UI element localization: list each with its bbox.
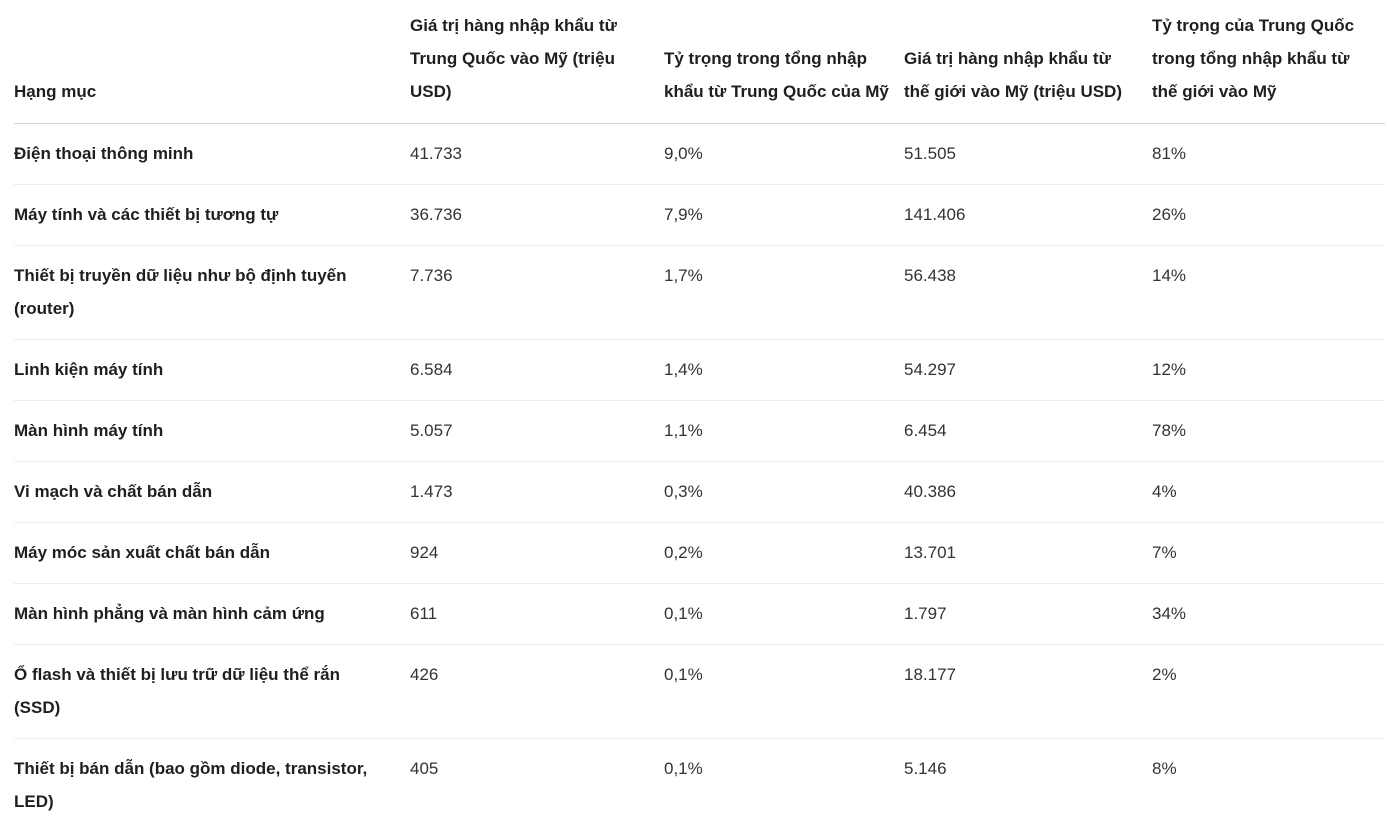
data-table-container: Hạng mục Giá trị hàng nhập khẩu từ Trung… — [14, 0, 1385, 832]
cell-china-import-share: 0,2% — [664, 523, 904, 584]
row-category: Vi mạch và chất bán dẫn — [14, 462, 410, 523]
cell-china-import-value: 6.584 — [410, 340, 664, 401]
header-china-share-of-world: Tỷ trọng của Trung Quốc trong tổng nhập … — [1152, 0, 1385, 124]
table-row: Máy tính và các thiết bị tương tự 36.736… — [14, 185, 1385, 246]
cell-china-share-of-world: 8% — [1152, 739, 1385, 832]
cell-china-share-of-world: 81% — [1152, 124, 1385, 185]
cell-world-import-value: 1.797 — [904, 584, 1152, 645]
row-category: Máy móc sản xuất chất bán dẫn — [14, 523, 410, 584]
table-row: Thiết bị bán dẫn (bao gồm diode, transis… — [14, 739, 1385, 832]
cell-china-import-value: 405 — [410, 739, 664, 832]
cell-world-import-value: 54.297 — [904, 340, 1152, 401]
header-china-import-share: Tỷ trọng trong tổng nhập khẩu từ Trung Q… — [664, 0, 904, 124]
cell-world-import-value: 40.386 — [904, 462, 1152, 523]
cell-world-import-value: 13.701 — [904, 523, 1152, 584]
cell-china-import-share: 1,1% — [664, 401, 904, 462]
cell-china-import-share: 1,7% — [664, 246, 904, 340]
row-category: Thiết bị truyền dữ liệu như bộ định tuyế… — [14, 246, 410, 340]
table-row: Màn hình máy tính 5.057 1,1% 6.454 78% — [14, 401, 1385, 462]
cell-china-share-of-world: 14% — [1152, 246, 1385, 340]
cell-china-import-share: 9,0% — [664, 124, 904, 185]
table-row: Màn hình phẳng và màn hình cảm ứng 611 0… — [14, 584, 1385, 645]
table-header: Hạng mục Giá trị hàng nhập khẩu từ Trung… — [14, 0, 1385, 124]
table-row: Ổ flash và thiết bị lưu trữ dữ liệu thể … — [14, 645, 1385, 739]
cell-china-import-value: 36.736 — [410, 185, 664, 246]
cell-china-import-value: 7.736 — [410, 246, 664, 340]
table-row: Linh kiện máy tính 6.584 1,4% 54.297 12% — [14, 340, 1385, 401]
table-row: Vi mạch và chất bán dẫn 1.473 0,3% 40.38… — [14, 462, 1385, 523]
header-china-import-value: Giá trị hàng nhập khẩu từ Trung Quốc vào… — [410, 0, 664, 124]
row-category: Màn hình máy tính — [14, 401, 410, 462]
row-category: Điện thoại thông minh — [14, 124, 410, 185]
row-category: Thiết bị bán dẫn (bao gồm diode, transis… — [14, 739, 410, 832]
cell-china-import-value: 1.473 — [410, 462, 664, 523]
cell-world-import-value: 56.438 — [904, 246, 1152, 340]
cell-world-import-value: 5.146 — [904, 739, 1152, 832]
cell-china-share-of-world: 7% — [1152, 523, 1385, 584]
cell-china-share-of-world: 2% — [1152, 645, 1385, 739]
cell-china-import-value: 426 — [410, 645, 664, 739]
header-world-import-value: Giá trị hàng nhập khẩu từ thế giới vào M… — [904, 0, 1152, 124]
table-row: Thiết bị truyền dữ liệu như bộ định tuyế… — [14, 246, 1385, 340]
cell-china-share-of-world: 78% — [1152, 401, 1385, 462]
cell-china-import-value: 41.733 — [410, 124, 664, 185]
row-category: Ổ flash và thiết bị lưu trữ dữ liệu thể … — [14, 645, 410, 739]
cell-china-import-value: 924 — [410, 523, 664, 584]
cell-world-import-value: 18.177 — [904, 645, 1152, 739]
cell-china-share-of-world: 26% — [1152, 185, 1385, 246]
cell-world-import-value: 6.454 — [904, 401, 1152, 462]
cell-china-import-share: 0,3% — [664, 462, 904, 523]
cell-china-share-of-world: 12% — [1152, 340, 1385, 401]
cell-china-import-value: 611 — [410, 584, 664, 645]
header-row: Hạng mục Giá trị hàng nhập khẩu từ Trung… — [14, 0, 1385, 124]
header-category: Hạng mục — [14, 0, 410, 124]
row-category: Màn hình phẳng và màn hình cảm ứng — [14, 584, 410, 645]
cell-china-import-share: 0,1% — [664, 645, 904, 739]
table-body: Điện thoại thông minh 41.733 9,0% 51.505… — [14, 124, 1385, 832]
cell-china-import-share: 1,4% — [664, 340, 904, 401]
cell-china-import-share: 0,1% — [664, 739, 904, 832]
row-category: Linh kiện máy tính — [14, 340, 410, 401]
row-category: Máy tính và các thiết bị tương tự — [14, 185, 410, 246]
cell-world-import-value: 51.505 — [904, 124, 1152, 185]
cell-china-import-share: 0,1% — [664, 584, 904, 645]
table-row: Điện thoại thông minh 41.733 9,0% 51.505… — [14, 124, 1385, 185]
import-data-table: Hạng mục Giá trị hàng nhập khẩu từ Trung… — [14, 0, 1385, 832]
cell-china-import-value: 5.057 — [410, 401, 664, 462]
cell-china-share-of-world: 34% — [1152, 584, 1385, 645]
table-row: Máy móc sản xuất chất bán dẫn 924 0,2% 1… — [14, 523, 1385, 584]
cell-china-import-share: 7,9% — [664, 185, 904, 246]
cell-world-import-value: 141.406 — [904, 185, 1152, 246]
cell-china-share-of-world: 4% — [1152, 462, 1385, 523]
